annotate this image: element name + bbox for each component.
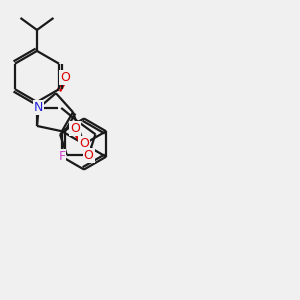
Text: O: O [60,71,70,84]
Text: O: O [84,148,94,162]
Text: O: O [70,122,80,135]
Text: O: O [79,137,89,151]
Text: F: F [58,150,65,163]
Text: N: N [34,101,43,114]
